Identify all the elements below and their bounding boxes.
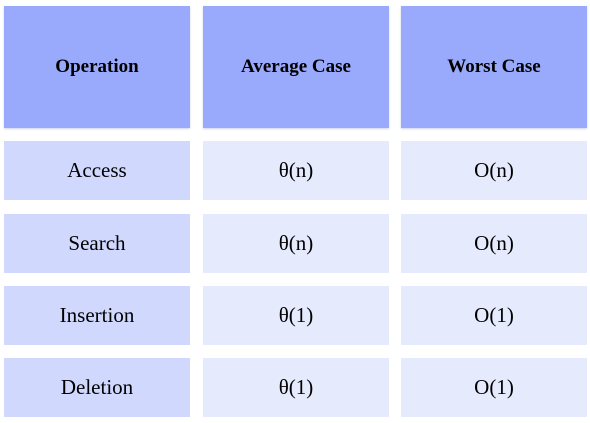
header-worst-case: Worst Case (401, 6, 587, 128)
row-insertion-operation: Insertion (4, 286, 190, 345)
row-search-average: θ(n) (203, 214, 389, 273)
row-deletion-operation: Deletion (4, 358, 190, 417)
header-average-case: Average Case (203, 6, 389, 128)
row-access-worst: O(n) (401, 141, 587, 200)
row-access-average: θ(n) (203, 141, 389, 200)
row-deletion-worst: O(1) (401, 358, 587, 417)
row-deletion-average: θ(1) (203, 358, 389, 417)
row-search-operation: Search (4, 214, 190, 273)
row-access-operation: Access (4, 141, 190, 200)
row-insertion-average: θ(1) (203, 286, 389, 345)
row-insertion-worst: O(1) (401, 286, 587, 345)
header-operation: Operation (4, 6, 190, 128)
row-search-worst: O(n) (401, 214, 587, 273)
